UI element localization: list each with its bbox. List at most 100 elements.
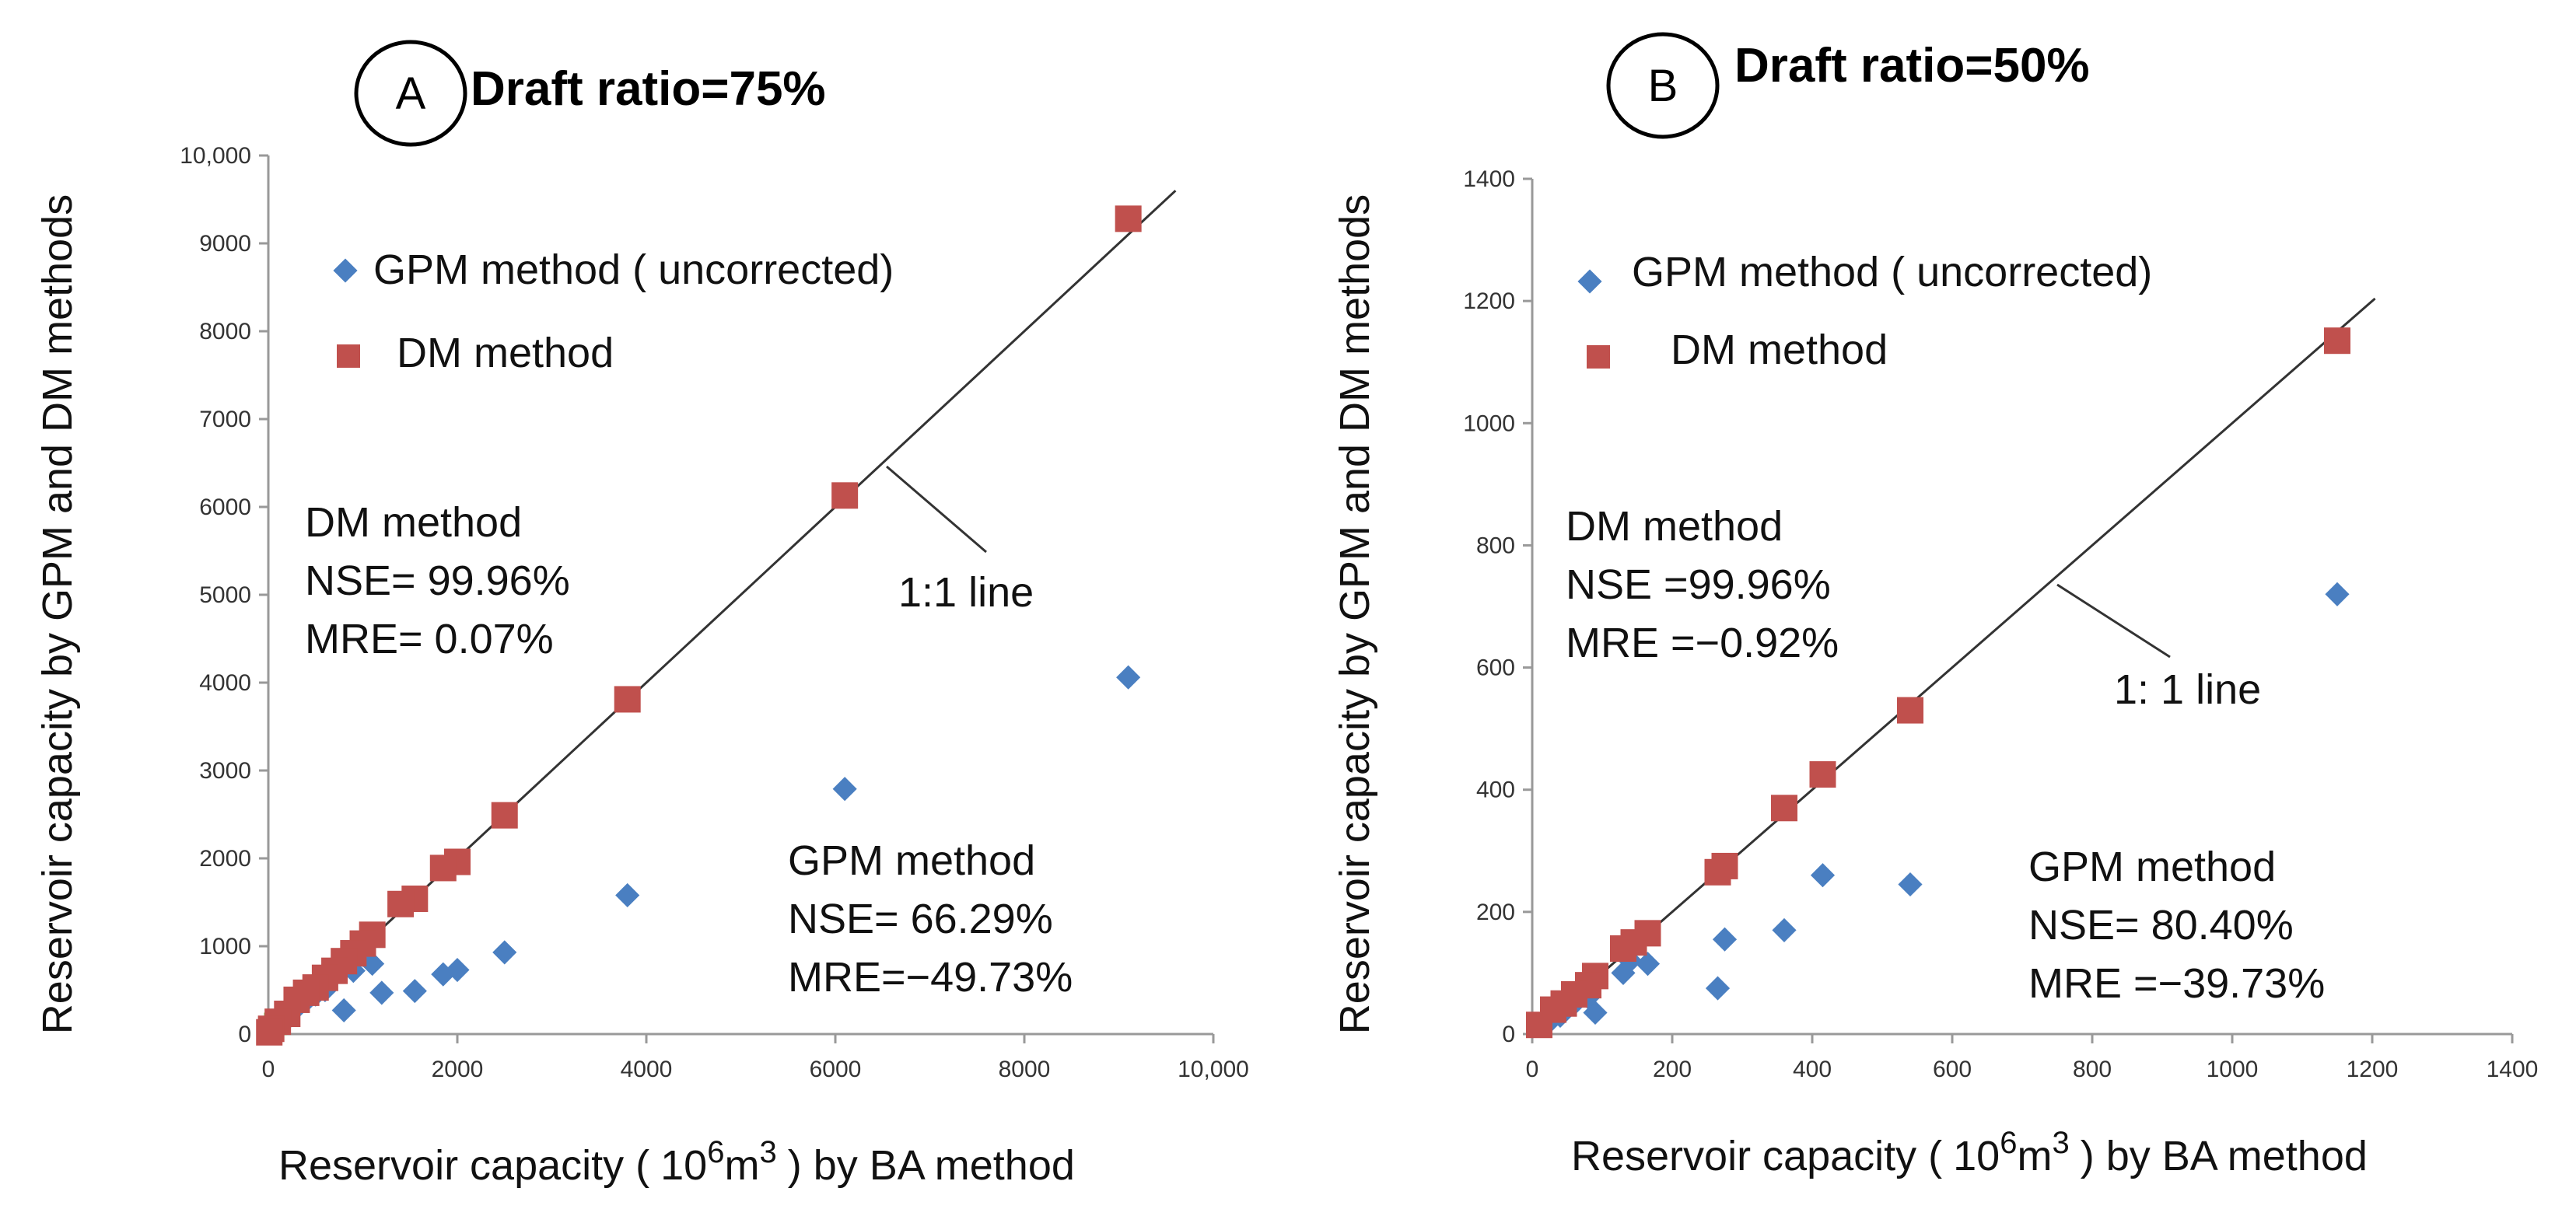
panel-b-line-label: 1: 1 line	[2114, 666, 2261, 713]
panel-a-dm-point	[387, 890, 415, 917]
panel-a-dm-point	[429, 854, 457, 882]
panel-b-x-axis-label: Reservoir capacity (106m3) by BA method	[1571, 1126, 2368, 1179]
panel-a-legend-dm-label: DM method	[397, 330, 614, 376]
panel-a-x-label-base: 10	[660, 1142, 707, 1189]
panel-a-y-tick-label: 9000	[199, 231, 251, 257]
panel-a-gpm-point	[402, 979, 427, 1004]
panel-b-gpm-stats-mre: MRE =−39.73%	[2028, 960, 2325, 1007]
panel-a-y-axis-label: Reservoir capacity by GPM and DM methods	[34, 194, 81, 1034]
panel-b-dm-stats-nse: NSE =99.96%	[1566, 561, 1831, 608]
panel-a-dm-point	[831, 482, 859, 509]
panel-a-gpm-point	[492, 940, 517, 965]
panel-b-gpm-point	[1635, 952, 1661, 977]
panel-b-dm-point	[1526, 1012, 1552, 1039]
panel-a-x-tick-label: 6000	[810, 1057, 862, 1082]
panel-a-gpm-stats-title: GPM method	[788, 837, 1035, 884]
panel-a-x-label-unit-exp: 3	[759, 1135, 776, 1169]
panel-a-legend: GPM method ( uncorrected) DM method	[333, 246, 894, 376]
panel-a-legend-dm-marker	[337, 344, 360, 368]
panel-a-x-axis-label: Reservoir capacity (106m3) by BA method	[278, 1135, 1075, 1189]
panel-b-dm-point	[1897, 697, 1923, 724]
panel-a-points	[256, 205, 1142, 1046]
panel-a-gpm-point	[331, 998, 356, 1023]
panel-a-x-tick-label: 2000	[432, 1057, 484, 1082]
panel-a-x-label-unit: m	[724, 1142, 759, 1189]
panel-b-y-tick-label: 200	[1476, 900, 1515, 925]
panel-b-y-tick-label: 0	[1502, 1022, 1515, 1047]
panel-b-letter-circle	[1606, 32, 1720, 139]
panel-a-dm-point	[491, 802, 518, 829]
panel-a-y-tick-label: 7000	[199, 407, 251, 432]
panel-a-gpm-point	[615, 882, 640, 908]
panel-b-dm-stats-mre: MRE =−0.92%	[1566, 620, 1839, 666]
panel-b-y-tick-label: 1200	[1463, 288, 1515, 314]
panel-b-gpm-point	[2325, 582, 2350, 606]
panel-a-dm-point	[1115, 205, 1142, 232]
panel-b-x-label-unit: m	[2017, 1133, 2052, 1179]
panel-a: A Draft ratio=75% 0 2000 4000 6000 8000 10,00…	[34, 40, 1249, 1189]
panel-a-line-label-leader	[886, 465, 987, 554]
panel-a-gpm-stats-nse: NSE= 66.29%	[788, 896, 1053, 942]
panel-b-dm-stats-title: DM method	[1566, 503, 1783, 550]
panel-b-gpm-point	[1772, 917, 1797, 942]
panel-b-axes	[1531, 179, 2512, 1036]
panel-a-dm-point	[614, 686, 641, 713]
panel-b-dm-point	[1610, 935, 1636, 962]
panel-a-dm-stats-mre: MRE= 0.07%	[305, 616, 554, 662]
panel-b-gpm-point	[1705, 976, 1731, 1001]
panel-a-letter: A	[396, 68, 426, 119]
panel-b-legend: GPM method ( uncorrected) DM method	[1577, 249, 2152, 373]
panel-b-x-tick-label: 600	[1933, 1057, 1972, 1082]
panel-b-legend-dm-marker	[1587, 345, 1610, 369]
panel-a-dm-point	[256, 1019, 283, 1046]
panel-a-y-tick-label: 6000	[199, 494, 251, 520]
panel-b-x-tick-label: 0	[1526, 1057, 1539, 1082]
panel-b-x-tick-label: 400	[1793, 1057, 1832, 1082]
panel-b-dm-point	[1771, 795, 1797, 822]
panel-b-one-to-one-line	[1551, 297, 2376, 1019]
panel-a-y-tick-label: 3000	[199, 758, 251, 784]
panel-b-x-tick-label: 1400	[2487, 1057, 2539, 1082]
panel-b-y-tick-label: 1000	[1463, 411, 1515, 436]
panel-a-title: Draft ratio=75%	[471, 62, 826, 116]
panel-a-legend-gpm-label: GPM method ( uncorrected)	[373, 246, 894, 293]
panel-b-x-tick-label: 1200	[2347, 1057, 2399, 1082]
panel-a-letter-circle	[354, 40, 467, 147]
panel-a-gpm-point	[1116, 665, 1141, 690]
panel-b-gpm-point	[1810, 863, 1836, 888]
panel-b-x-label-base: 10	[1953, 1133, 2000, 1179]
panel-b-x-label-suffix: ) by BA method	[2081, 1133, 2368, 1179]
panel-b-x-tick-label: 1000	[2207, 1057, 2259, 1082]
panel-b-legend-dm-label: DM method	[1671, 327, 1888, 373]
panel-b-gpm-stats-nse: NSE= 80.40%	[2028, 902, 2294, 949]
panel-a-gpm-stats: GPM method NSE= 66.29% MRE=−49.73%	[788, 837, 1073, 1001]
panel-a-x-label-prefix: Reservoir capacity (	[278, 1142, 649, 1189]
panel-a-x-tick-label: 8000	[999, 1057, 1051, 1082]
panel-b-y-tick-label: 1400	[1463, 166, 1515, 192]
panel-a-y-tick-label: 2000	[199, 846, 251, 872]
panel-b-y-tick-label: 600	[1476, 655, 1515, 681]
panel-a-x-label-exp: 6	[707, 1135, 724, 1169]
panel-b-dm-point	[1704, 858, 1731, 886]
panel-b-dm-point	[2324, 327, 2350, 355]
panel-b-gpm-point	[1712, 927, 1738, 952]
panel-b-legend-gpm-marker	[1577, 269, 1602, 294]
panel-b-x-label-exp: 6	[2000, 1126, 2017, 1160]
panel-b-y-tick-label: 800	[1476, 533, 1515, 558]
panel-a-y-tick-label: 1000	[199, 934, 251, 959]
panel-b-dm-point	[1809, 761, 1836, 788]
panel-b-gpm-stats: GPM method NSE= 80.40% MRE =−39.73%	[2028, 844, 2325, 1007]
panel-b-gpm-stats-title: GPM method	[2028, 844, 2276, 890]
panel-b-x-tick-label: 200	[1653, 1057, 1692, 1082]
panel-b-gpm-point	[1611, 960, 1636, 985]
panel-a-dm-stats: DM method NSE= 99.96% MRE= 0.07%	[305, 499, 570, 662]
panel-b-line-label-leader	[2056, 583, 2171, 659]
panel-a-y-tick-label: 5000	[199, 582, 251, 608]
panel-a-x-tick-label: 10,000	[1178, 1057, 1249, 1082]
panel-a-dm-stats-title: DM method	[305, 499, 522, 546]
panel-b-dm-stats: DM method NSE =99.96% MRE =−0.92%	[1566, 503, 1839, 666]
panel-a-legend-gpm-marker	[333, 258, 358, 283]
panel-a-y-tick-label: 8000	[199, 319, 251, 344]
panel-b-x-tick-label: 800	[2073, 1057, 2112, 1082]
panel-b: B Draft ratio=50% 0 200 400 600 800 1000 1200 1…	[1332, 32, 2539, 1179]
